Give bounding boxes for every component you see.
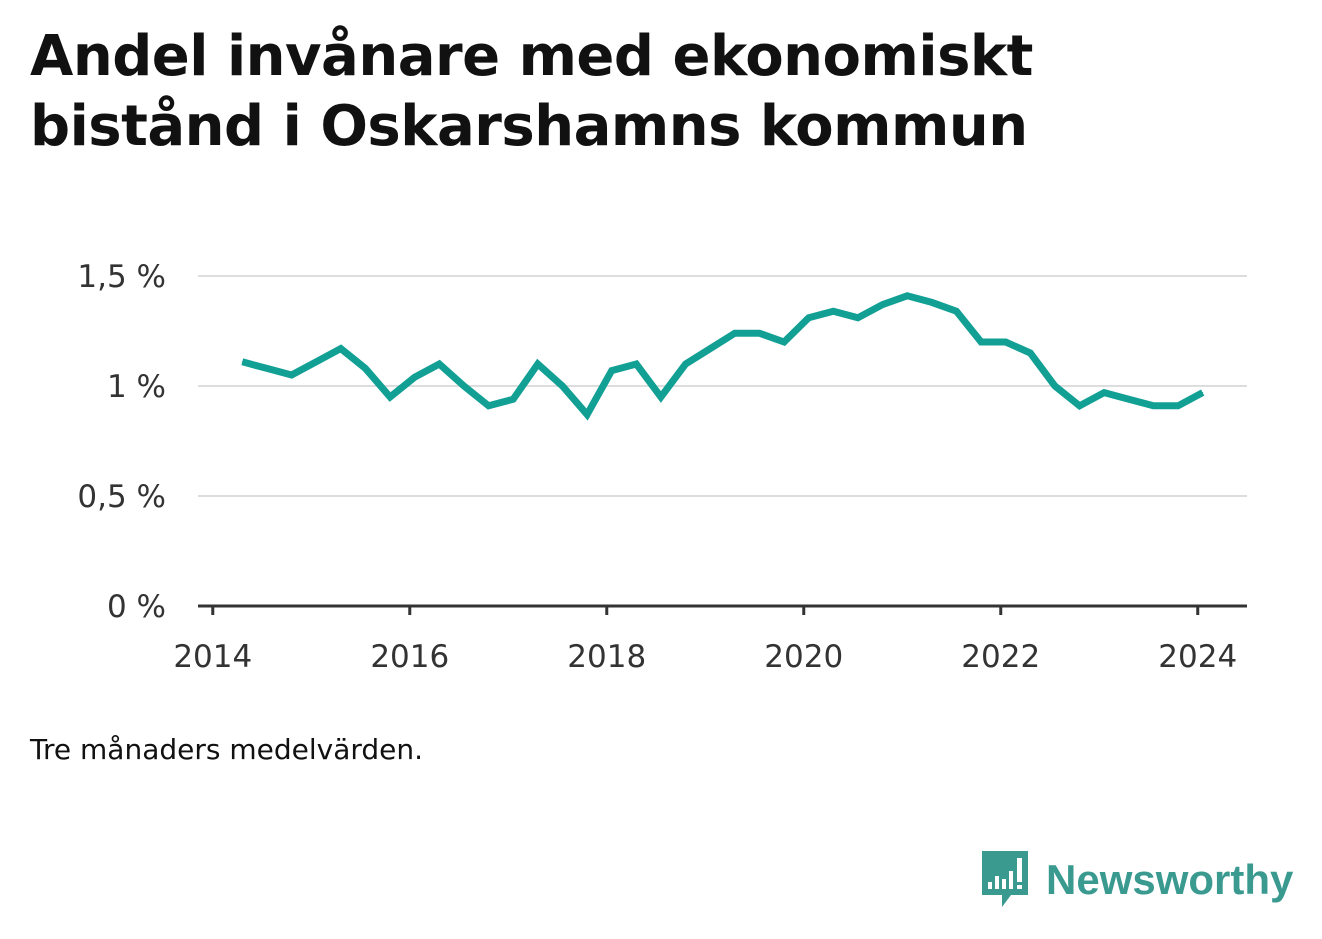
bar-chart-speech-bubble-icon bbox=[982, 851, 1028, 907]
data-point bbox=[882, 304, 884, 306]
chart-title: Andel invånare med ekonomiskt bistånd i … bbox=[30, 24, 1033, 159]
x-tick-label: 2024 bbox=[1158, 639, 1237, 675]
data-point bbox=[315, 361, 317, 363]
data-point bbox=[586, 414, 588, 416]
data-point bbox=[537, 363, 539, 365]
data-point bbox=[709, 348, 711, 350]
data-point bbox=[1079, 405, 1081, 407]
data-point bbox=[1029, 352, 1031, 354]
data-point bbox=[808, 317, 810, 319]
data-point bbox=[340, 348, 342, 350]
data-point bbox=[1202, 392, 1204, 394]
data-point bbox=[1054, 385, 1056, 387]
data-point bbox=[1152, 405, 1154, 407]
data-point bbox=[635, 363, 637, 365]
data-point bbox=[931, 301, 933, 303]
data-point bbox=[1177, 405, 1179, 407]
y-tick-label: 1 % bbox=[107, 369, 166, 405]
y-axis-labels: 0 % 0,5 % 1 % 1,5 % bbox=[77, 259, 166, 625]
data-point bbox=[512, 398, 514, 400]
chart-note: Tre månaders medelvärden. bbox=[30, 733, 424, 766]
data-point bbox=[685, 363, 687, 365]
data-point bbox=[364, 367, 366, 369]
series-layer bbox=[241, 292, 1205, 421]
data-point bbox=[758, 332, 760, 334]
gridlines bbox=[198, 275, 1247, 497]
data-point bbox=[857, 317, 859, 319]
brand-name: Newsworthy bbox=[1046, 856, 1294, 903]
data-point bbox=[660, 396, 662, 398]
data-point bbox=[1128, 398, 1130, 400]
data-point bbox=[955, 310, 957, 312]
data-point bbox=[291, 374, 293, 376]
data-point bbox=[438, 363, 440, 365]
data-point bbox=[611, 370, 613, 372]
newsworthy-logo: Newsworthy bbox=[980, 848, 1293, 912]
data-point bbox=[488, 405, 490, 407]
x-tick-label: 2020 bbox=[764, 639, 843, 675]
x-axis: 2014 2016 2018 2020 2022 2024 bbox=[173, 604, 1247, 675]
data-point bbox=[832, 310, 834, 312]
data-point bbox=[1005, 341, 1007, 343]
data-point bbox=[389, 396, 391, 398]
y-tick-label: 0 % bbox=[107, 589, 166, 625]
data-point bbox=[561, 385, 563, 387]
x-tick-label: 2018 bbox=[567, 639, 646, 675]
data-point bbox=[414, 376, 416, 378]
data-point bbox=[266, 367, 268, 369]
data-point bbox=[980, 341, 982, 343]
data-point bbox=[906, 295, 908, 297]
data-point bbox=[734, 332, 736, 334]
series-line bbox=[241, 292, 1205, 421]
data-point bbox=[783, 341, 785, 343]
y-tick-label: 0,5 % bbox=[77, 479, 166, 515]
x-tick-label: 2014 bbox=[173, 639, 252, 675]
data-point bbox=[241, 361, 243, 363]
data-point bbox=[1103, 392, 1105, 394]
data-point bbox=[463, 385, 465, 387]
y-tick-label: 1,5 % bbox=[77, 259, 166, 295]
x-tick-label: 2022 bbox=[961, 639, 1040, 675]
x-tick-label: 2016 bbox=[370, 639, 449, 675]
